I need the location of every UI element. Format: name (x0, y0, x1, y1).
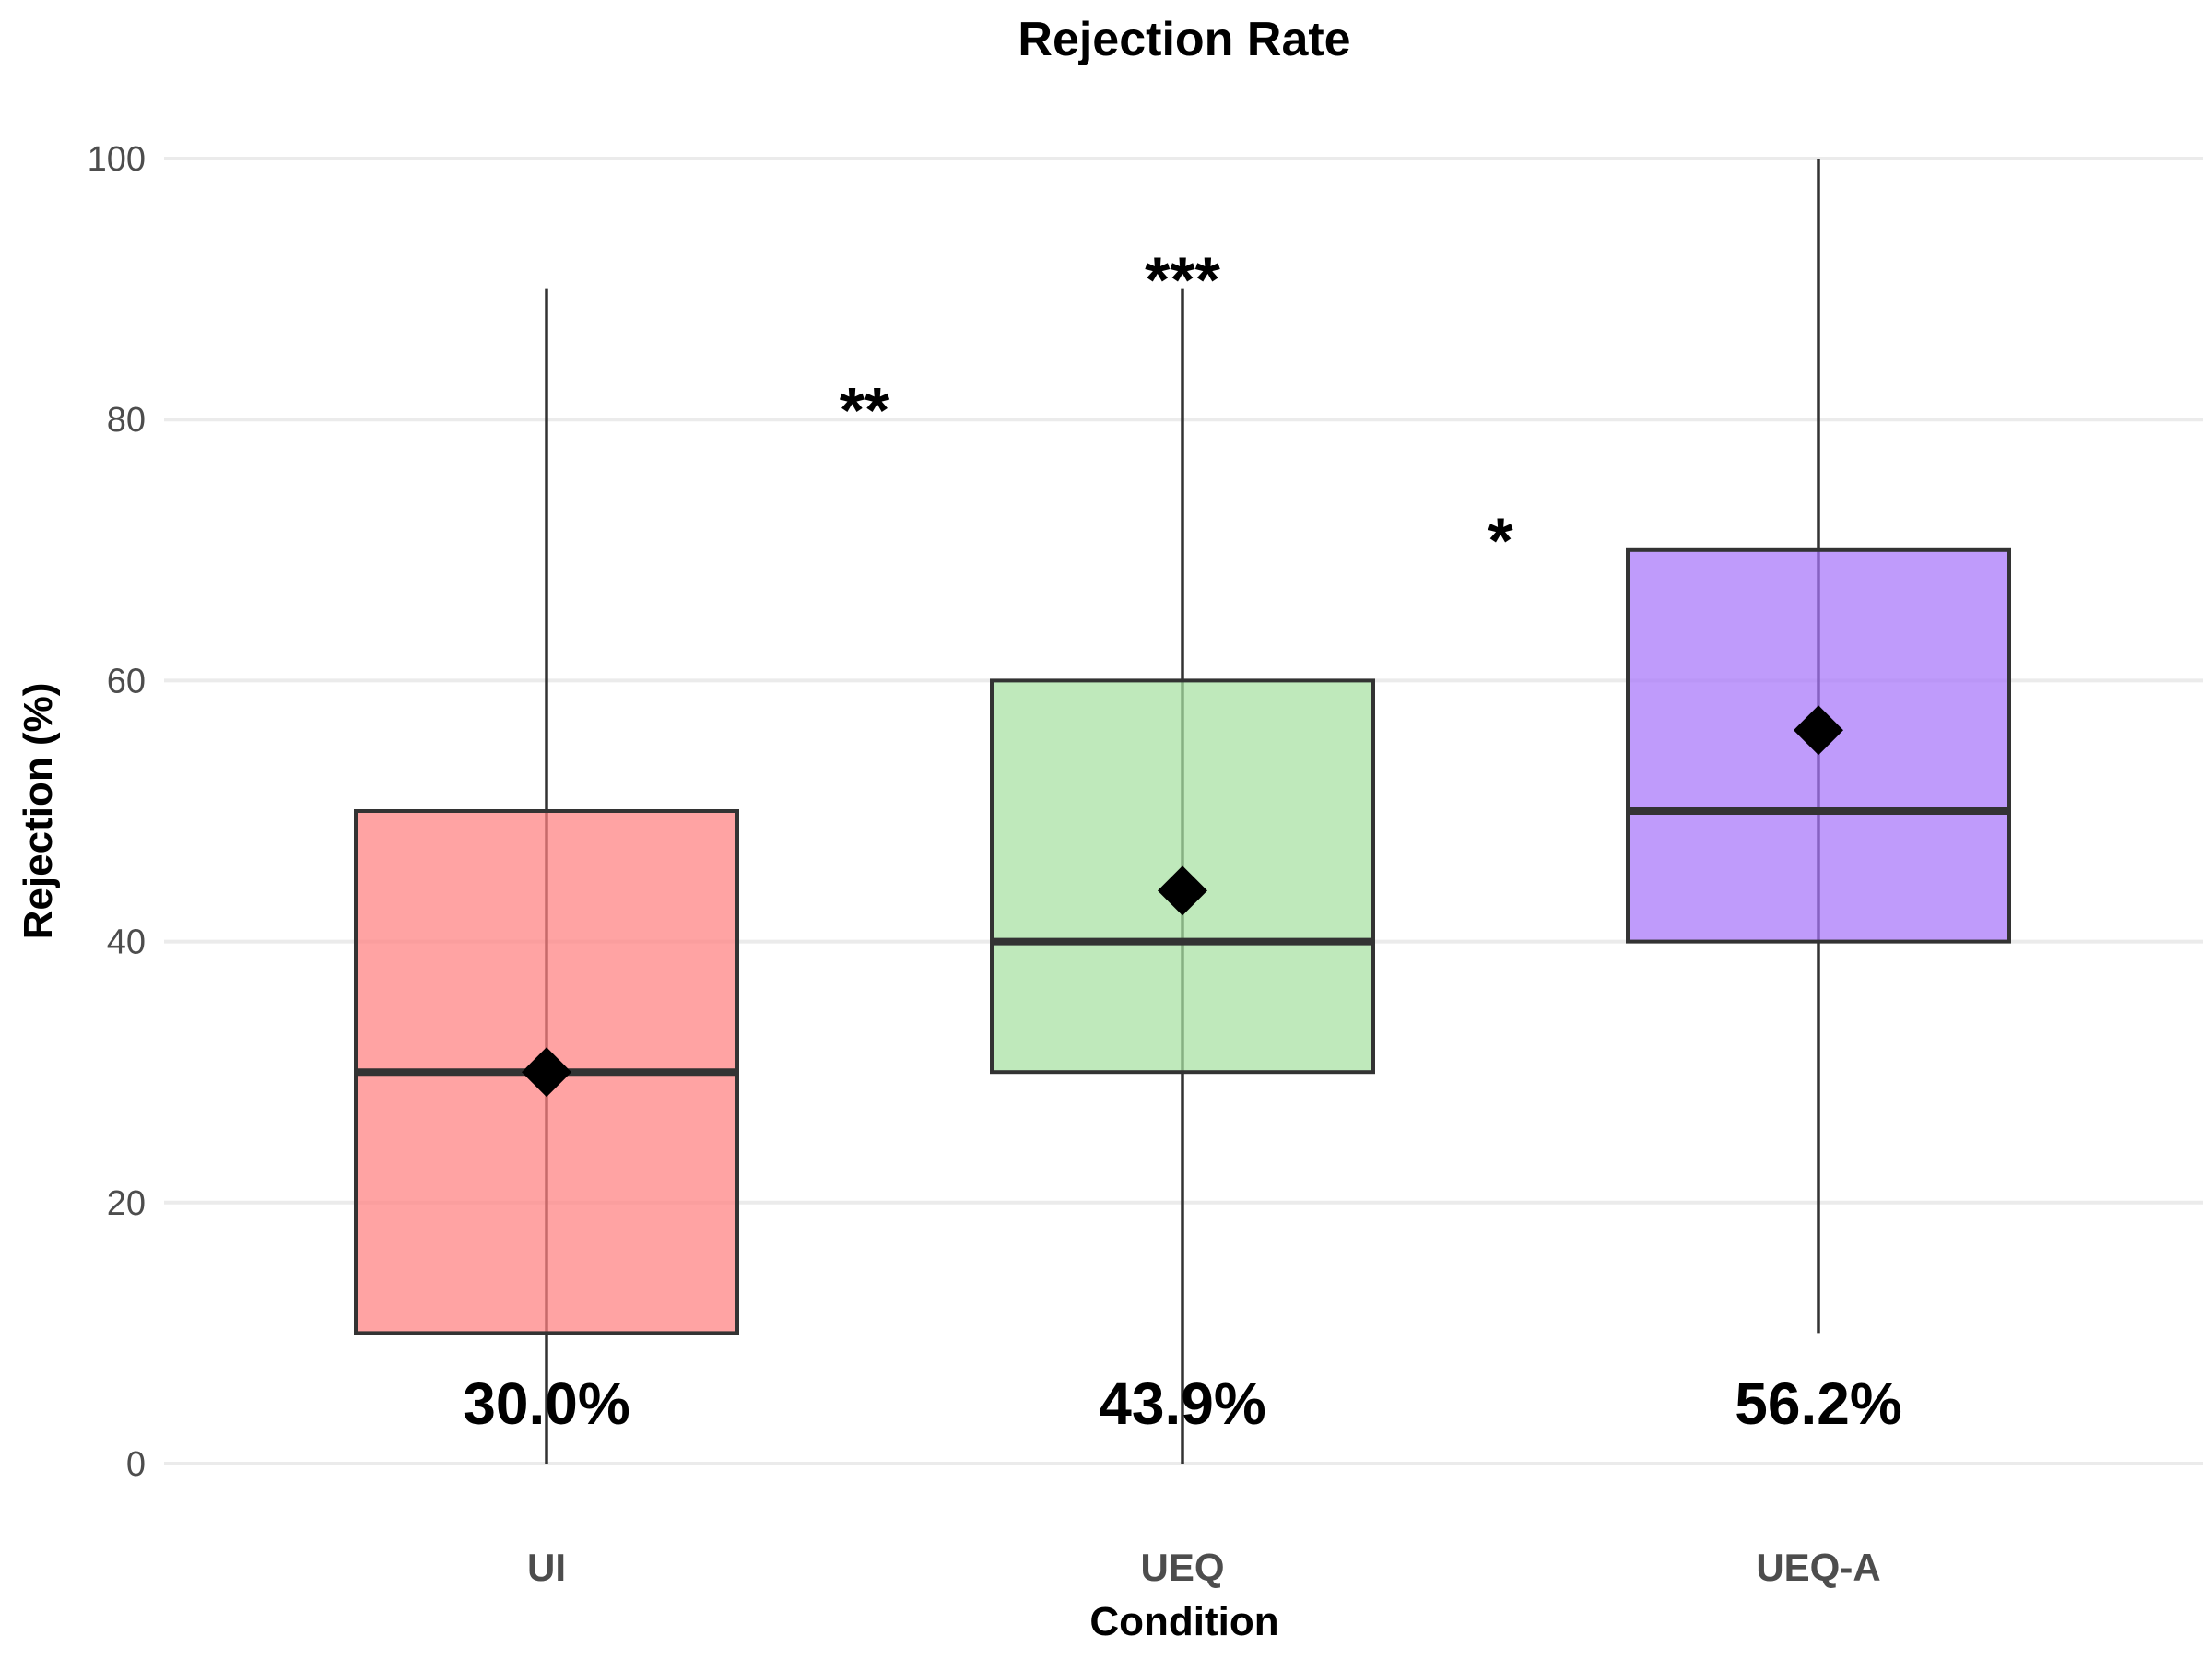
mean-label-ui: 30.0% (463, 1371, 629, 1437)
x-tick-label-ui: UI (527, 1546, 566, 1589)
y-tick-label-20: 20 (107, 1184, 146, 1223)
x-tick-label-ueq: UEQ (1140, 1546, 1224, 1589)
significance-label-2: * (1488, 504, 1513, 576)
chart-title: Rejection Rate (1018, 13, 1350, 66)
box-ui: 30.0% (354, 288, 739, 1464)
mean-marker-ui (522, 1047, 571, 1098)
y-axis-ticks: 0 20 40 60 80 100 (88, 140, 146, 1484)
y-axis-title: Rejection (%) (16, 683, 61, 940)
box-series: 30.0% 43.9% 56.2% (354, 159, 2011, 1464)
significance-markers: ****** (840, 243, 1514, 576)
y-tick-label-100: 100 (88, 140, 146, 179)
significance-label-0: ** (840, 374, 890, 446)
x-axis-title: Condition (1089, 1599, 1278, 1644)
y-tick-label-0: 0 (126, 1445, 146, 1484)
x-tick-label-ueq-a: UEQ-A (1756, 1546, 1880, 1589)
y-tick-label-80: 80 (107, 401, 146, 440)
box-ueq: 43.9% (990, 288, 1375, 1464)
mean-label-ueq: 43.9% (1099, 1371, 1265, 1437)
significance-label-1: *** (1145, 243, 1220, 315)
x-axis-ticks: UI UEQ UEQ-A (527, 1546, 1881, 1589)
mean-marker-ueq-a (1794, 705, 1843, 756)
mean-marker-ueq (1158, 865, 1207, 916)
box-ueq-a: 56.2% (1626, 159, 2011, 1437)
mean-label-ueq-a: 56.2% (1735, 1371, 1901, 1437)
y-tick-label-40: 40 (107, 924, 146, 962)
y-tick-label-60: 60 (107, 662, 146, 700)
